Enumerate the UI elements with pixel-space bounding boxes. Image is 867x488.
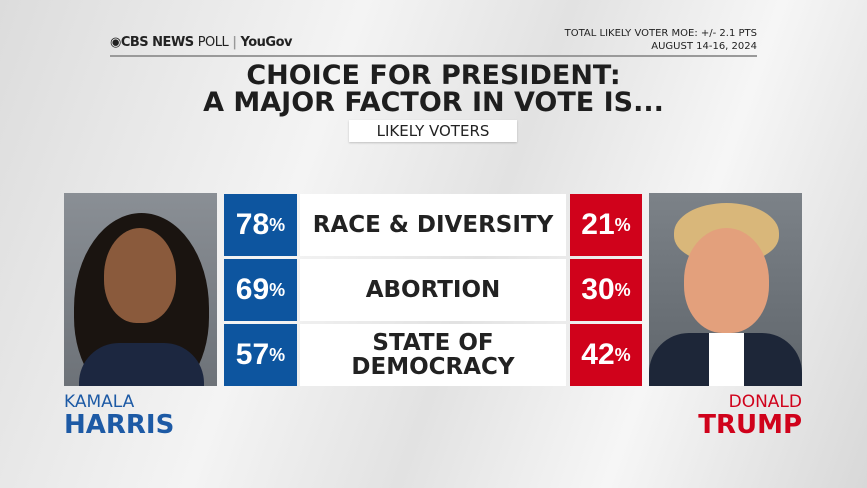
brand-poll: POLL	[197, 35, 229, 50]
last-name: HARRIS	[64, 410, 175, 440]
divider	[110, 55, 757, 57]
pct: %	[269, 344, 286, 365]
trump-photo	[649, 193, 802, 386]
moe: TOTAL LIKELY VOTER MOE: +/- 2.1 PTS	[564, 28, 757, 39]
trump-cell: 42%	[570, 324, 642, 386]
harris-value: 69	[235, 273, 270, 306]
trump-name: DONALD TRUMP	[698, 392, 802, 438]
pct: %	[269, 279, 286, 300]
trump-value: 30	[581, 273, 615, 306]
subtitle-badge: LIKELY VOTERS	[349, 120, 517, 142]
pct: %	[614, 214, 631, 235]
brand: CBS NEWS	[120, 35, 194, 50]
category-label: RACE & DIVERSITY	[312, 212, 554, 238]
trump-cell: 21%	[570, 194, 642, 256]
dates: AUGUST 14-16, 2024	[651, 41, 757, 52]
cbs-news-poll-logo: ◉CBS NEWS POLL | YouGov	[110, 35, 292, 50]
first-name: KAMALA	[64, 392, 135, 412]
first-name: DONALD	[728, 392, 802, 412]
pct: %	[614, 279, 631, 300]
harris-cell: 78%	[224, 194, 297, 256]
harris-name: KAMALA HARRIS	[64, 392, 174, 438]
harris-cell: 57%	[224, 324, 297, 386]
category-label: ABORTION	[365, 277, 501, 303]
pct: %	[614, 344, 631, 365]
category-cell: ABORTION	[300, 259, 566, 321]
trump-value: 21	[581, 208, 615, 241]
trump-value: 42	[581, 338, 615, 371]
title-line: A MAJOR FACTOR IN VOTE IS...	[203, 87, 664, 118]
category-cell: STATE OF DEMOCRACY	[300, 324, 566, 386]
page-title: CHOICE FOR PRESIDENT: A MAJOR FACTOR IN V…	[0, 62, 867, 116]
pct: %	[269, 214, 286, 235]
poll-meta: TOTAL LIKELY VOTER MOE: +/- 2.1 PTS AUGUS…	[565, 27, 757, 53]
trump-cell: 30%	[570, 259, 642, 321]
yougov-logo: YouGov	[240, 35, 293, 50]
category-cell: RACE & DIVERSITY	[300, 194, 566, 256]
harris-value: 78	[235, 208, 270, 241]
cbs-eye-icon: ◉	[110, 35, 121, 50]
harris-photo	[64, 193, 217, 386]
title-line: CHOICE FOR PRESIDENT:	[246, 60, 621, 91]
last-name: TRUMP	[698, 410, 802, 440]
harris-value: 57	[235, 338, 270, 371]
harris-cell: 69%	[224, 259, 297, 321]
category-label: STATE OF DEMOCRACY	[351, 330, 515, 380]
